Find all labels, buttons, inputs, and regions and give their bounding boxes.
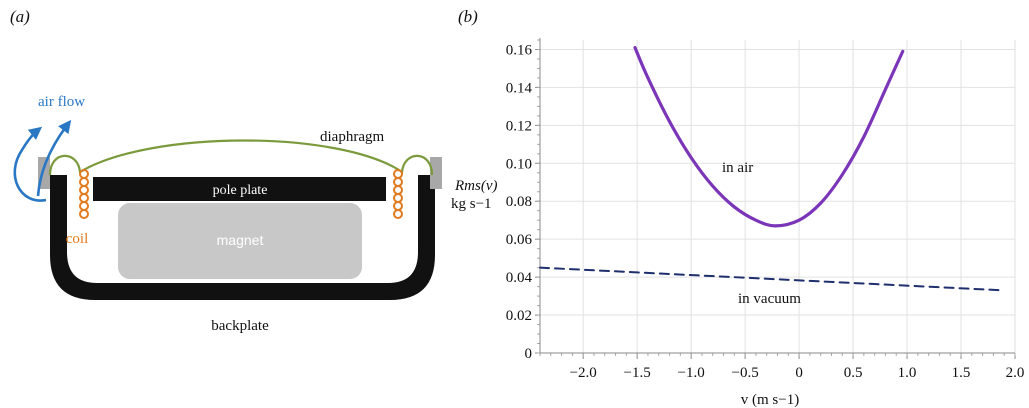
- y-tick-label: 0: [525, 346, 533, 362]
- panel-a-label: (a): [10, 7, 30, 26]
- y-tick-label: 0.04: [506, 270, 533, 286]
- series-line-in-air: [633, 45, 905, 228]
- coil-label: coil: [66, 231, 89, 247]
- air-flow-label: air flow: [38, 94, 85, 110]
- pole-plate-shape: [93, 177, 386, 201]
- rms-chart: −2.0 −1.5 −1.0 −0.5 0 0.5 1.0 1.5 2.0 00.020.040…: [451, 38, 1024, 408]
- y-tick-label: 0.02: [506, 308, 532, 324]
- x-tick-label: −2.0: [570, 365, 597, 381]
- panel-b-label: (b): [458, 7, 478, 26]
- y-tick-label: 0.10: [506, 156, 532, 172]
- x-tick-label: 0.5: [844, 365, 863, 381]
- y-axis-label-line1: Rms(v): [454, 178, 497, 194]
- y-tick-label: 0.16: [506, 42, 533, 58]
- backplate-shape: [50, 175, 435, 300]
- air-flow-arrow-2: [36, 119, 72, 197]
- magnet-label: magnet: [217, 232, 264, 248]
- right-coil: [393, 169, 403, 219]
- y-axis-label-line2: kg s−1: [451, 196, 492, 212]
- annotation-in-air: in air: [722, 160, 753, 176]
- chart-series: [539, 45, 1006, 292]
- x-tick-label: −0.5: [732, 365, 759, 381]
- backplate-label: backplate: [211, 318, 269, 334]
- x-tick-label: 1.0: [898, 365, 917, 381]
- annotation-in-vacuum: in vacuum: [738, 291, 801, 307]
- chart-grid: [535, 40, 1016, 359]
- y-tick-label: 0.06: [506, 232, 533, 248]
- x-tick-label: 1.5: [952, 365, 971, 381]
- y-tick-label: 0.14: [506, 80, 533, 96]
- x-tick-label: 0: [795, 365, 803, 381]
- air-flow-arrow-1: [13, 126, 47, 202]
- diaphragm-label: diaphragm: [320, 129, 384, 145]
- series-line-in-vacuum: [539, 266, 1006, 292]
- right-surround-block: [430, 157, 442, 189]
- x-tick-labels: −2.0 −1.5 −1.0 −0.5 0 0.5 1.0 1.5 2.0: [570, 365, 1025, 381]
- x-tick-label: −1.0: [678, 365, 705, 381]
- x-tick-label: 2.0: [1006, 365, 1025, 381]
- diaphragm-shape: [48, 139, 434, 176]
- pole-plate-label: pole plate: [213, 183, 268, 198]
- panel-a: (a) magnet pole plate diaphragm coil: [10, 7, 442, 334]
- x-axis-label: v (m s−1): [741, 392, 799, 408]
- y-tick-label: 0.12: [506, 118, 532, 134]
- y-tick-labels: 0 0.02 0.04 0.06 0.08 0.10 0.12 0.14 0.16: [506, 42, 533, 362]
- magnet-shape: [118, 203, 362, 279]
- y-tick-label: 0.08: [506, 194, 532, 210]
- panel-b: (b) −2.0 −1.5 −1.0 −0.5 0 0.5 1.0 1.5 2.0 00.020…: [451, 7, 1024, 408]
- left-coil: [79, 169, 89, 219]
- x-tick-label: −1.5: [624, 365, 651, 381]
